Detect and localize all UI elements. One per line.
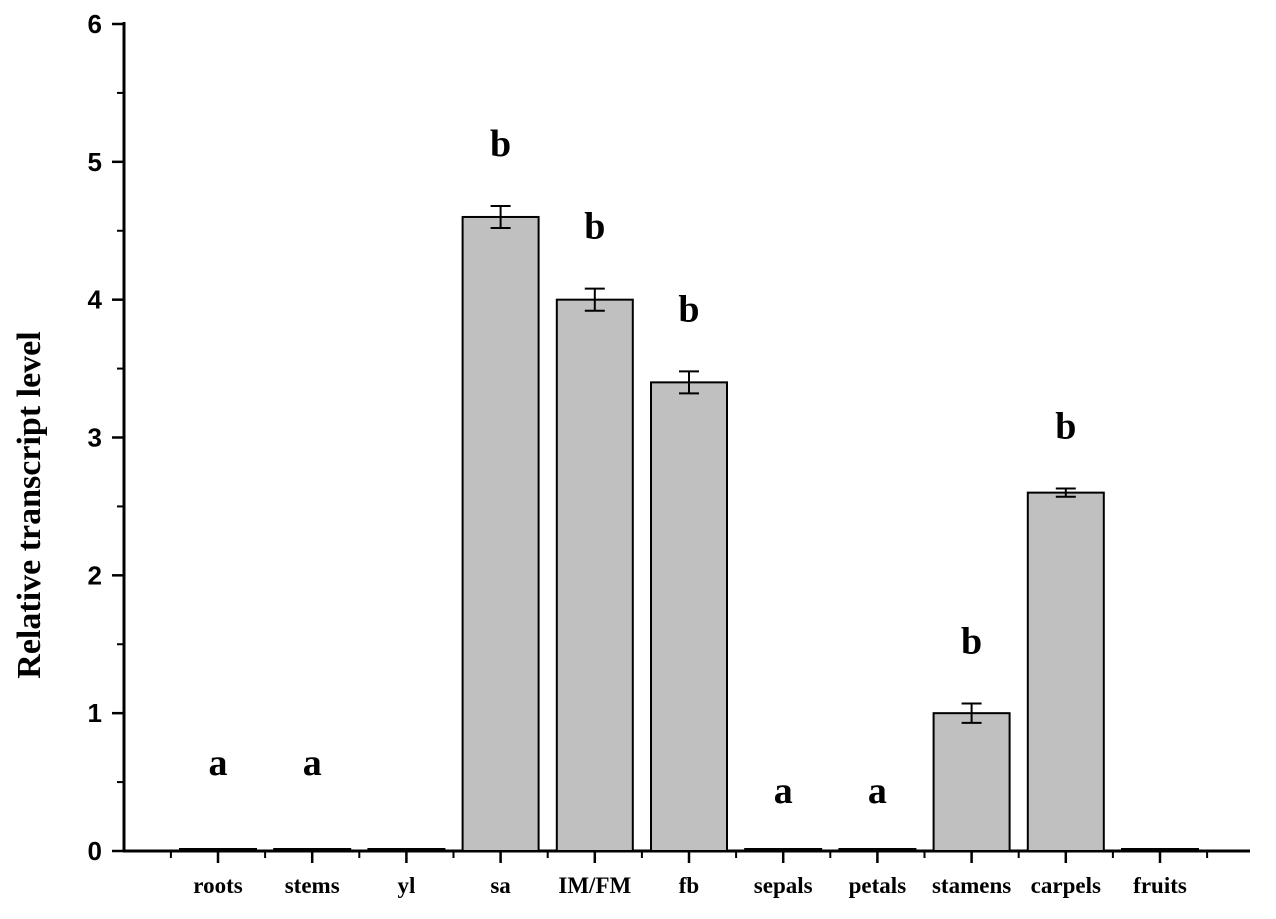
y-tick-label: 2 xyxy=(88,560,102,590)
y-tick-label: 6 xyxy=(88,9,102,39)
significance-letter: a xyxy=(209,742,228,784)
x-tick-label: fb xyxy=(679,873,699,898)
x-tick-label: stems xyxy=(285,873,340,898)
labels: 0 1 2 3 4 5 6 roots a stems a yl sa b IM/FM b fb b sepals a… xyxy=(88,9,1187,898)
significance-letter: b xyxy=(490,123,511,165)
bar xyxy=(273,848,352,852)
bar xyxy=(367,848,446,852)
bar xyxy=(650,381,728,852)
y-tick-label: 3 xyxy=(88,423,102,453)
x-tick-label: roots xyxy=(193,873,242,898)
bar xyxy=(1121,848,1199,852)
x-tick-label: sa xyxy=(490,873,511,898)
bar xyxy=(179,848,257,852)
x-tick-label: stamens xyxy=(932,873,1011,898)
bar xyxy=(1026,491,1105,852)
bar xyxy=(838,848,917,852)
x-tick-label: IM/FM xyxy=(558,873,631,898)
significance-letter: b xyxy=(584,206,605,248)
bars xyxy=(179,204,1199,853)
significance-letter: a xyxy=(303,742,322,784)
significance-letter: a xyxy=(774,770,793,812)
bar xyxy=(744,848,823,852)
x-tick-label: yl xyxy=(397,873,415,898)
x-tick-label: fruits xyxy=(1133,873,1187,898)
significance-letter: a xyxy=(868,770,887,812)
significance-letter: b xyxy=(1055,405,1076,447)
bar xyxy=(555,298,634,852)
y-tick-label: 4 xyxy=(88,285,103,315)
x-tick-label: sepals xyxy=(754,873,813,898)
y-tick-label: 1 xyxy=(88,698,102,728)
significance-letter: b xyxy=(961,621,982,663)
bar xyxy=(932,712,1011,853)
significance-letter: b xyxy=(678,288,699,330)
y-tick-label: 5 xyxy=(88,147,102,177)
y-axis-title: Relative transcript level xyxy=(11,331,48,678)
x-tick-label: petals xyxy=(849,873,907,898)
y-tick-label: 0 xyxy=(88,836,102,866)
x-tick-label: carpels xyxy=(1031,873,1101,898)
bar xyxy=(461,215,540,852)
